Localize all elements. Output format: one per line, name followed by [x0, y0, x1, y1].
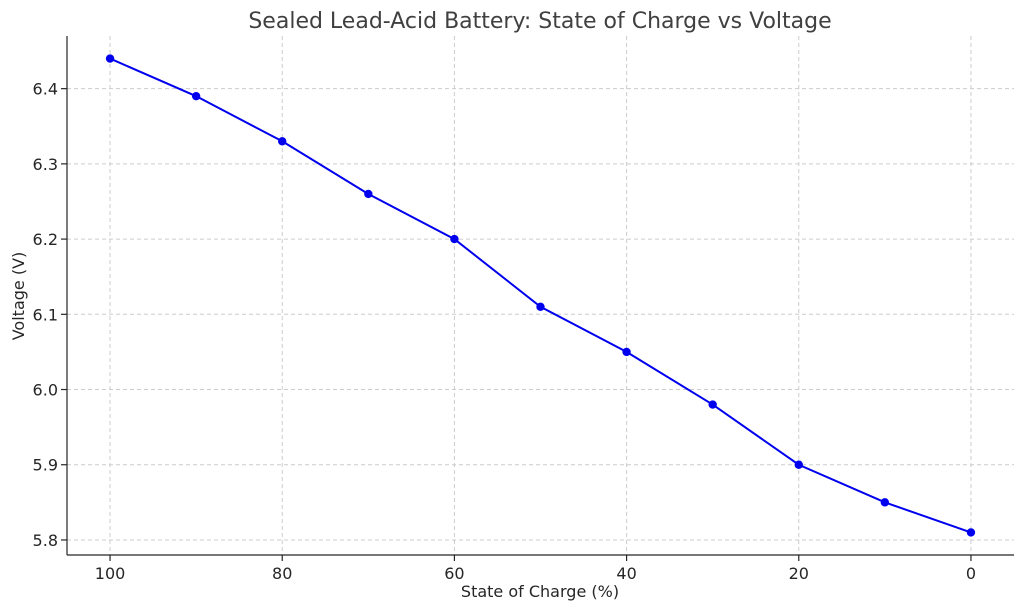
- x-tick-label: 100: [95, 564, 126, 583]
- y-tick-label: 6.1: [33, 305, 58, 324]
- x-tick-label: 60: [444, 564, 464, 583]
- data-point: [966, 528, 976, 537]
- data-point: [105, 54, 115, 63]
- data-point: [794, 460, 803, 469]
- x-tick-label: 80: [272, 564, 292, 583]
- y-tick-label: 6.4: [33, 80, 58, 99]
- data-point: [191, 91, 201, 101]
- data-point: [880, 498, 890, 507]
- y-axis-label: Voltage (V): [9, 252, 28, 341]
- y-tick-label: 5.8: [33, 531, 58, 550]
- data-point: [450, 234, 459, 244]
- series: [105, 54, 976, 537]
- x-ticks: 100 80 60 40 20 0: [95, 555, 976, 583]
- x-axis-label: State of Charge (%): [461, 582, 619, 601]
- x-tick-label: 40: [616, 564, 636, 583]
- data-point: [364, 189, 373, 199]
- y-ticks: 5.8 5.9 6.0 6.1 6.2 6.3 6.4: [33, 80, 67, 550]
- data-point: [536, 302, 545, 311]
- grid: [67, 36, 1014, 555]
- series-line: [109, 57, 972, 534]
- data-point: [278, 137, 287, 146]
- y-tick-label: 6.0: [33, 381, 58, 400]
- data-point: [708, 400, 717, 409]
- y-tick-label: 6.2: [33, 230, 58, 249]
- x-tick-label: 0: [966, 564, 976, 583]
- data-point: [622, 347, 631, 357]
- chart-title: Sealed Lead-Acid Battery: State of Charg…: [248, 9, 831, 34]
- y-tick-label: 5.9: [33, 456, 58, 475]
- y-tick-label: 6.3: [33, 155, 58, 174]
- axes: [66, 36, 1014, 556]
- x-tick-label: 20: [789, 564, 809, 583]
